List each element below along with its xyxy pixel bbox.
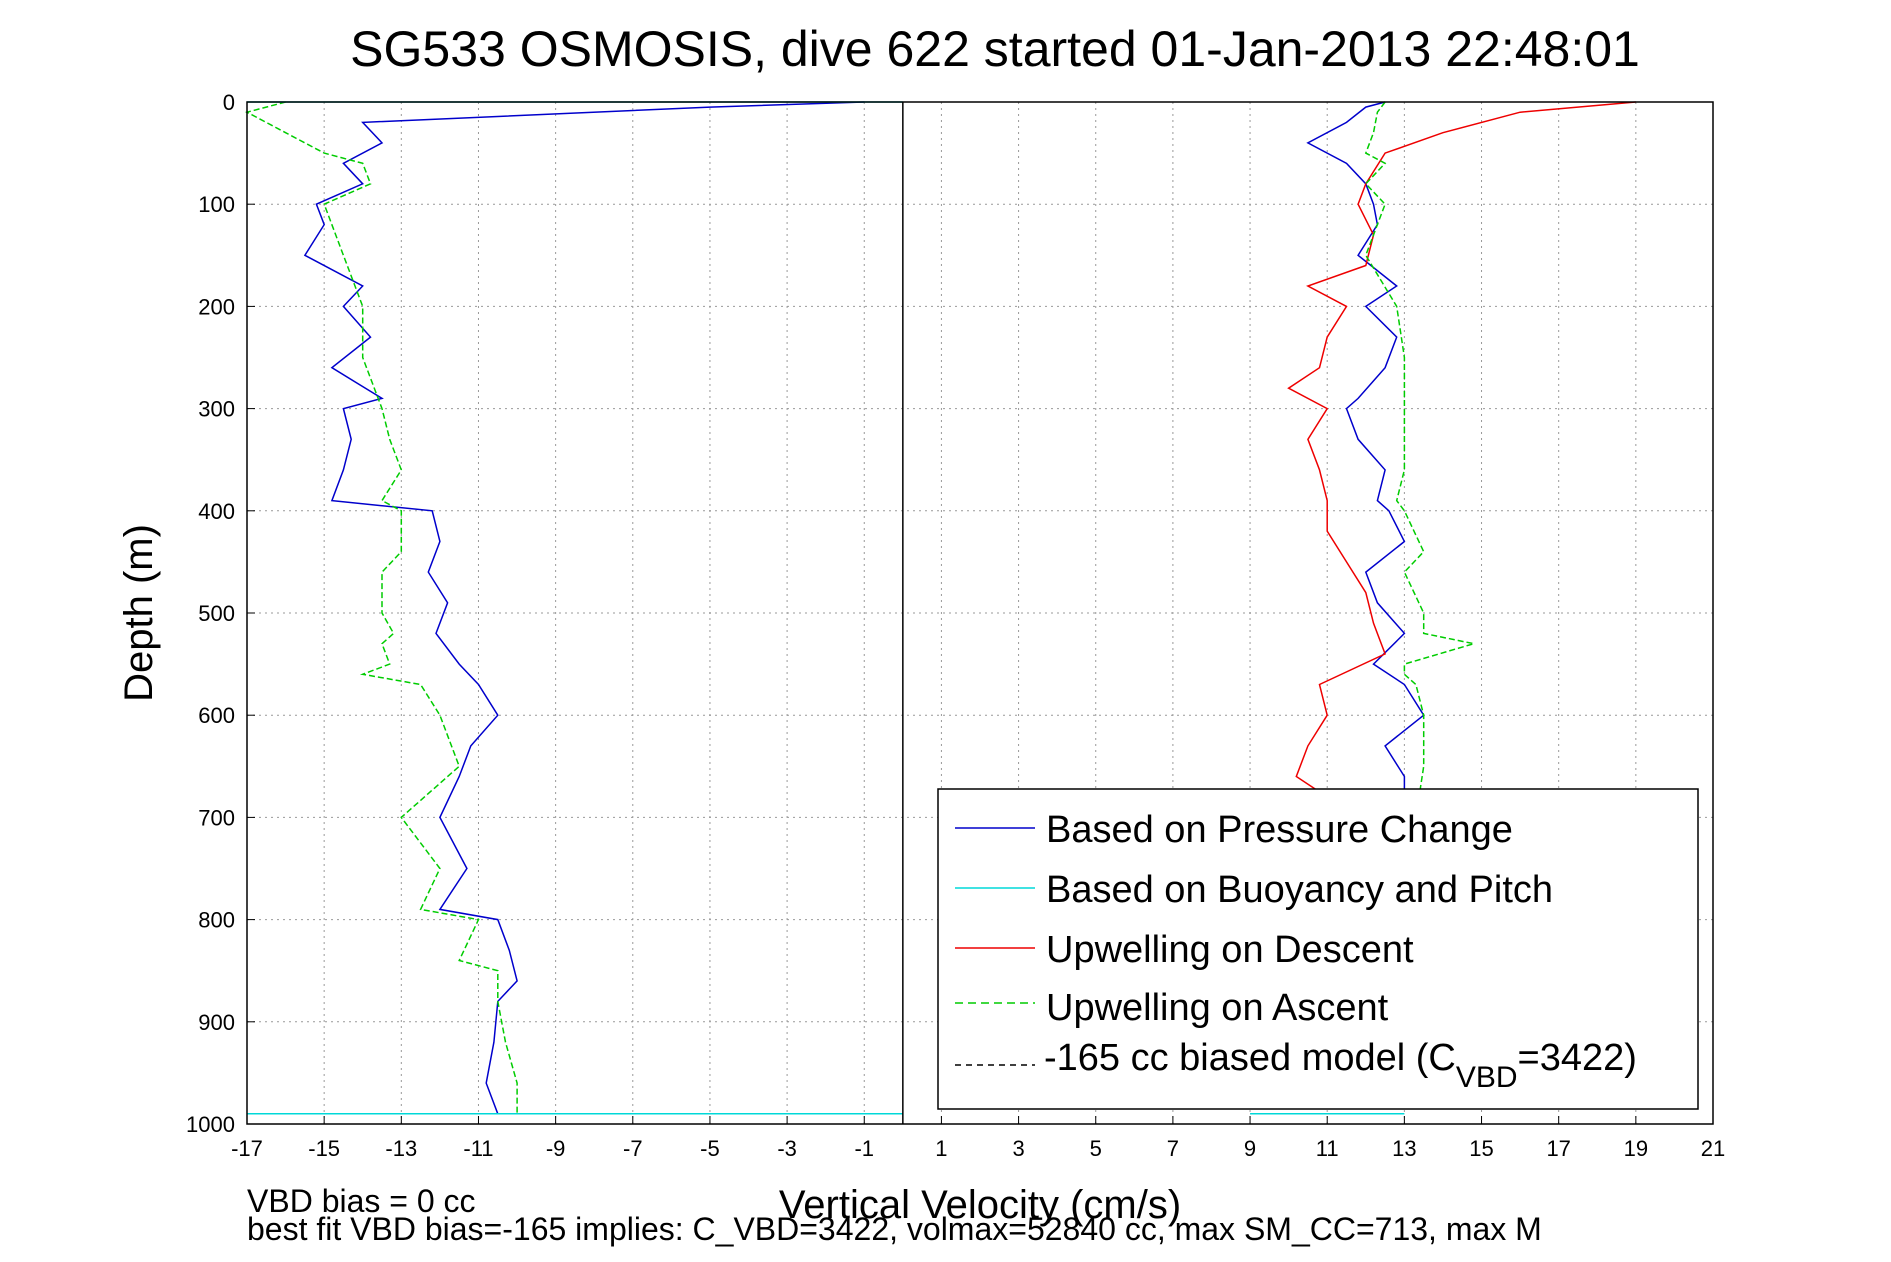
series-upwelling-on-ascent-ascent-line <box>1364 101 1475 869</box>
x-tick-label-5: -7 <box>623 1136 643 1161</box>
x-tick-label-6: -5 <box>700 1136 720 1161</box>
legend-label-model-prefix: -165 cc biased model (C <box>1044 1037 1456 1079</box>
x-tick-label-18: 19 <box>1624 1136 1648 1161</box>
y-tick-label-6: 600 <box>198 703 235 728</box>
legend-label-ascent: Upwelling on Ascent <box>1046 987 1389 1029</box>
y-tick-label-9: 900 <box>198 1010 235 1035</box>
chart-title: SG533 OSMOSIS, dive 622 started 01-Jan-2… <box>350 21 1640 77</box>
x-tick-label-2: -13 <box>385 1136 417 1161</box>
y-tick-label-0: 0 <box>223 90 235 115</box>
legend-label-pressure: Based on Pressure Change <box>1046 809 1513 851</box>
x-tick-label-12: 7 <box>1167 1136 1179 1161</box>
series-upwelling-on-descent-line <box>1287 101 1636 793</box>
x-tick-label-11: 5 <box>1090 1136 1102 1161</box>
x-tick-label-14: 11 <box>1316 1136 1339 1161</box>
footer-line-1: VBD bias = 0 cc <box>247 1183 476 1219</box>
x-tick-label-7: -3 <box>777 1136 797 1161</box>
legend-label-descent: Upwelling on Descent <box>1046 929 1414 971</box>
x-tick-label-19: 21 <box>1701 1136 1725 1161</box>
y-tick-label-4: 400 <box>198 499 235 524</box>
x-tick-label-0: -17 <box>231 1136 263 1161</box>
y-tick-label-3: 300 <box>198 397 235 422</box>
y-tick-label-10: 1000 <box>186 1112 235 1137</box>
legend-box <box>937 788 1699 1110</box>
x-axis-label: Vertical Velocity (cm/s) <box>779 1183 1181 1227</box>
x-axis-ticks: -17 -15 -13 -11 -9 -7 -5 -3 -1 1 3 5 7 9 11 13 15 17 19 21 <box>231 1116 1725 1161</box>
x-tick-label-10: 3 <box>1012 1136 1024 1161</box>
legend-label-buoyancy: Based on Buoyancy and Pitch <box>1046 869 1553 911</box>
legend-label-model-sub: VBD <box>1456 1061 1518 1094</box>
x-tick-label-9: 1 <box>935 1136 947 1161</box>
x-tick-label-1: -15 <box>308 1136 340 1161</box>
x-tick-label-4: -9 <box>546 1136 566 1161</box>
x-tick-label-3: -11 <box>463 1136 493 1161</box>
x-tick-label-17: 17 <box>1546 1136 1570 1161</box>
series-based-on-pressure-change-descent-line <box>303 101 865 1115</box>
y-tick-label-2: 200 <box>198 294 235 319</box>
series-upwelling-on-ascent-descent-line <box>244 101 518 1114</box>
x-tick-label-16: 15 <box>1469 1136 1493 1161</box>
x-tick-label-8: -1 <box>854 1136 874 1161</box>
y-axis-ticks: 0 100 200 300 400 500 600 700 800 900 1000 <box>186 90 255 1137</box>
x-tick-label-15: 13 <box>1392 1136 1416 1161</box>
y-axis-label: Depth (m) <box>117 524 161 702</box>
legend-label-model-suffix: =3422) <box>1518 1037 1637 1079</box>
y-tick-label-5: 500 <box>198 601 235 626</box>
legend: Based on Pressure Change Based on Buoyan… <box>937 788 1699 1110</box>
legend-label-model: -165 cc biased model (CVBD=3422) <box>1044 1037 1637 1094</box>
footer-line-2: best fit VBD bias=-165 implies: C_VBD=34… <box>247 1211 1542 1247</box>
y-tick-label-1: 100 <box>198 192 235 217</box>
y-tick-label-8: 800 <box>198 908 235 933</box>
x-tick-label-13: 9 <box>1244 1136 1256 1161</box>
y-tick-label-7: 700 <box>198 805 235 830</box>
series-based-on-pressure-change-ascent-line <box>1306 101 1425 818</box>
